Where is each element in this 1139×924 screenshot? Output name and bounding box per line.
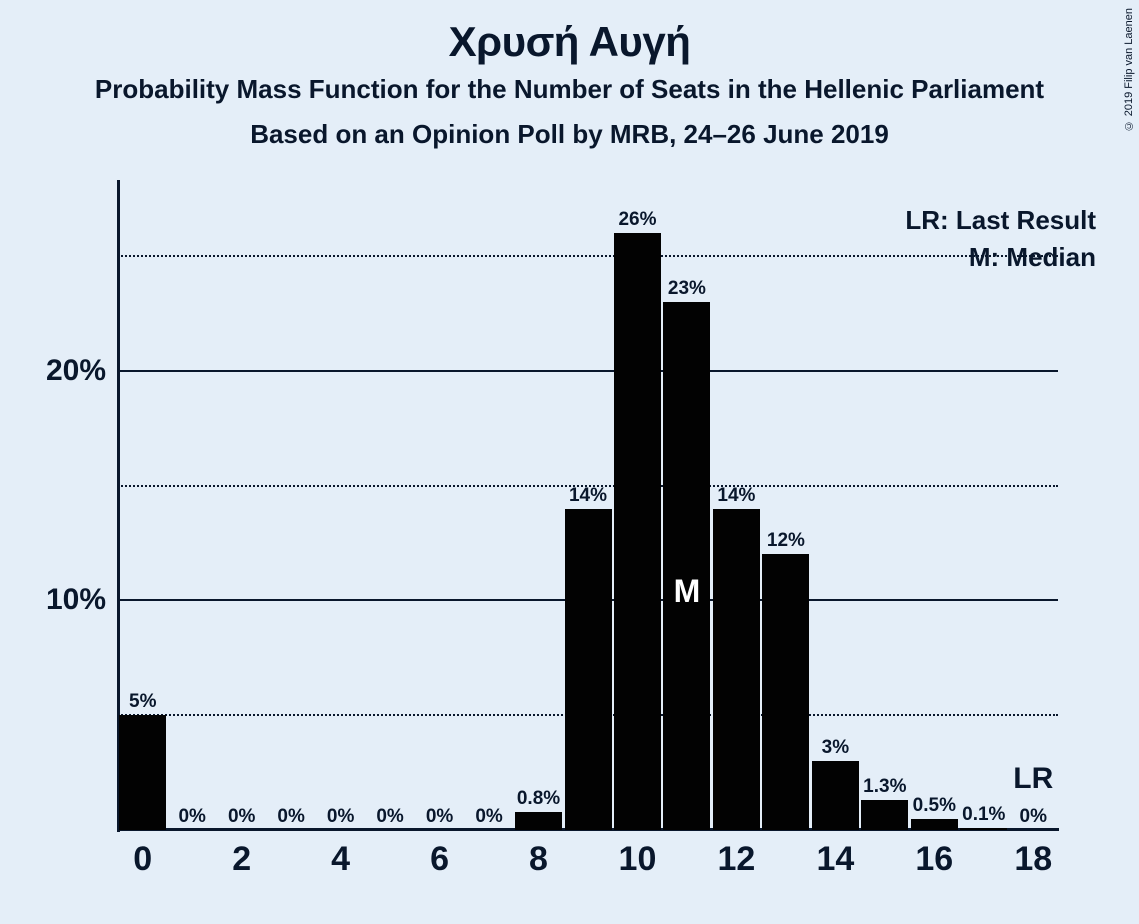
gridline-major <box>118 370 1058 372</box>
bar-value-label: 14% <box>717 485 755 507</box>
bar-value-label: 0% <box>1020 806 1047 828</box>
last-result-marker: LR <box>1013 762 1053 796</box>
bar-value-label: 0.5% <box>913 795 956 817</box>
chart-subtitle-2: Based on an Opinion Poll by MRB, 24–26 J… <box>0 119 1139 150</box>
gridline-minor <box>118 255 1058 257</box>
x-tick-label: 4 <box>331 840 350 879</box>
bar <box>119 715 166 830</box>
bar-value-label: 0% <box>376 806 403 828</box>
bar-value-label: 3% <box>822 737 849 759</box>
bar <box>713 509 760 830</box>
copyright-text: © 2019 Filip van Laenen <box>1123 8 1135 131</box>
bar <box>565 509 612 830</box>
bar-value-label: 0% <box>327 806 354 828</box>
plot-region: 10%20%5%0%0%0%0%0%0%0%0.8%14%26%23%14%12… <box>118 210 1058 830</box>
bar <box>614 233 661 830</box>
bar-value-label: 14% <box>569 485 607 507</box>
chart-subtitle-1: Probability Mass Function for the Number… <box>0 74 1139 105</box>
bar <box>663 302 710 830</box>
bar <box>762 554 809 830</box>
bar-value-label: 0% <box>178 806 205 828</box>
x-tick-label: 18 <box>1014 840 1052 879</box>
x-tick-label: 14 <box>816 840 854 879</box>
chart-titles: Χρυσή Αυγή Probability Mass Function for… <box>0 0 1139 150</box>
bar <box>812 761 859 830</box>
x-tick-label: 6 <box>430 840 449 879</box>
bar-value-label: 26% <box>618 209 656 231</box>
bar-value-label: 0% <box>228 806 255 828</box>
bar-value-label: 5% <box>129 691 156 713</box>
bar <box>861 800 908 830</box>
x-tick-label: 8 <box>529 840 548 879</box>
bar-value-label: 0.1% <box>962 804 1005 826</box>
y-tick-label: 20% <box>46 354 106 388</box>
legend-lr: LR: Last Result <box>905 205 1096 236</box>
bar-value-label: 23% <box>668 278 706 300</box>
bar-value-label: 0% <box>475 806 502 828</box>
x-tick-label: 10 <box>619 840 657 879</box>
chart-title-main: Χρυσή Αυγή <box>0 18 1139 66</box>
bar <box>911 819 958 830</box>
median-marker: M <box>674 573 701 610</box>
x-tick-label: 16 <box>915 840 953 879</box>
legend-m: M: Median <box>969 242 1096 273</box>
y-tick-label: 10% <box>46 583 106 617</box>
bar <box>960 828 1007 830</box>
bar-value-label: 0% <box>277 806 304 828</box>
x-tick-label: 0 <box>133 840 152 879</box>
bar-value-label: 0.8% <box>517 788 560 810</box>
chart-area: 10%20%5%0%0%0%0%0%0%0%0.8%14%26%23%14%12… <box>118 210 1108 830</box>
bar-value-label: 0% <box>426 806 453 828</box>
bar <box>515 812 562 830</box>
x-tick-label: 2 <box>232 840 251 879</box>
x-tick-label: 12 <box>717 840 755 879</box>
bar-value-label: 12% <box>767 530 805 552</box>
bar-value-label: 1.3% <box>863 776 906 798</box>
